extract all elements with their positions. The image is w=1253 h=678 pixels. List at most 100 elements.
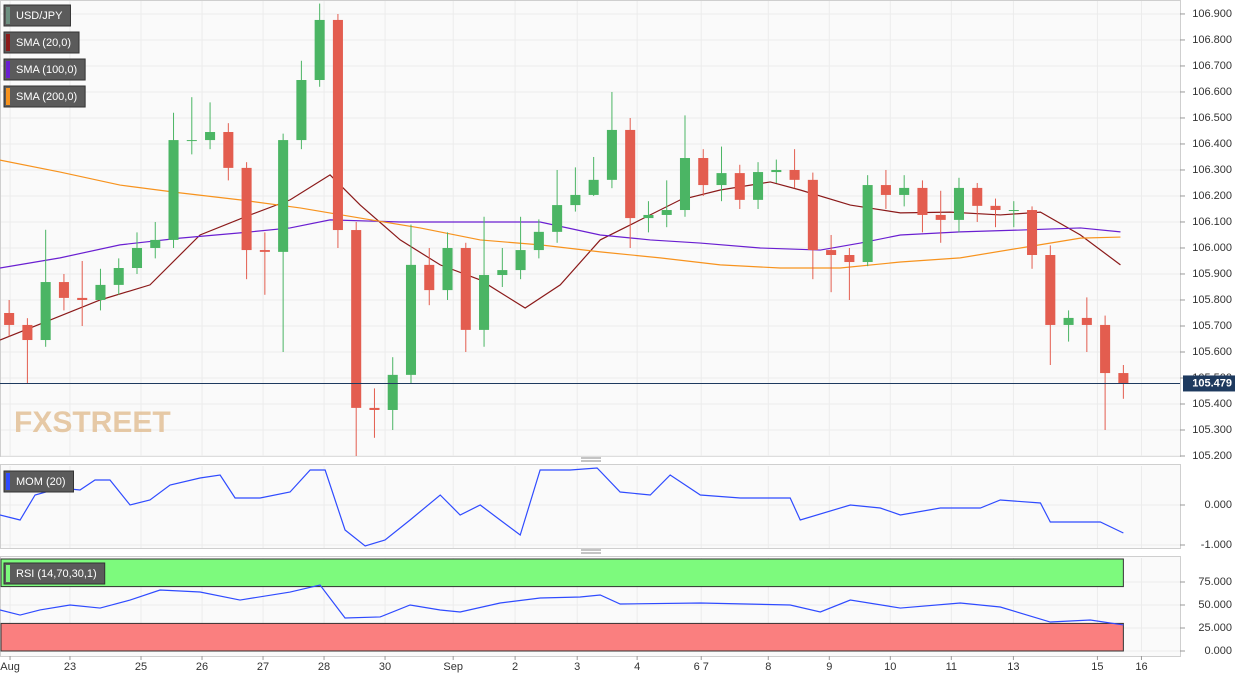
candle-body xyxy=(442,247,453,291)
y-tick-label: 75.000 xyxy=(1198,576,1232,588)
y-tick-label: 106.900 xyxy=(1192,8,1232,20)
y-tick-label: 105.800 xyxy=(1192,294,1232,306)
legend-item: SMA (100,0) xyxy=(3,58,86,81)
x-tick-label: 27 xyxy=(257,661,269,673)
candle-body xyxy=(844,255,855,263)
candle-body xyxy=(424,264,435,291)
candle-body xyxy=(661,210,672,215)
x-tick-label: 13 xyxy=(1007,661,1019,673)
candle-body xyxy=(168,140,179,240)
overbought-band xyxy=(0,558,1124,588)
x-tick-label: 9 xyxy=(826,661,832,673)
candle-body xyxy=(643,214,654,219)
x-tick-label: 10 xyxy=(884,661,896,673)
candle-body xyxy=(186,140,197,142)
y-tick-label: 106.500 xyxy=(1192,112,1232,124)
candle-body xyxy=(953,187,965,220)
candle-body xyxy=(789,169,800,180)
y-tick-label: 0.000 xyxy=(1204,645,1232,657)
candle-body xyxy=(1081,317,1092,325)
y-tick-label: 106.300 xyxy=(1192,164,1232,176)
candle-body xyxy=(899,187,910,195)
candle-body xyxy=(1118,373,1129,384)
candle-body xyxy=(935,214,946,220)
x-tick-label: 16 xyxy=(1135,661,1147,673)
candle-body xyxy=(205,132,216,141)
x-tick-label: 6 7 xyxy=(694,661,709,673)
y-tick-label: 105.200 xyxy=(1192,450,1232,462)
mom-panel xyxy=(0,464,1181,549)
candle-body xyxy=(4,312,15,325)
legend-label: MOM (20) xyxy=(16,476,66,488)
indicator-line xyxy=(0,467,1124,547)
candle-body xyxy=(862,185,873,263)
y-tick-label: 50.000 xyxy=(1198,599,1232,611)
y-tick-label: 105.600 xyxy=(1192,346,1232,358)
x-tick-label: 2 xyxy=(512,661,518,673)
panel-handle[interactable] xyxy=(581,457,601,462)
legend-item: SMA (20,0) xyxy=(3,31,80,54)
x-tick-label: 11 xyxy=(946,661,957,673)
legend-box xyxy=(3,4,71,27)
legend-swatch xyxy=(6,473,10,490)
candle-body xyxy=(1063,317,1074,325)
candle-body xyxy=(826,250,837,256)
legend-item: RSI (14,70,30,1) xyxy=(3,562,106,585)
panel-handle[interactable] xyxy=(581,549,601,554)
legend-label: SMA (200,0) xyxy=(16,91,77,103)
oversold-band xyxy=(0,622,1124,652)
legend-box xyxy=(3,31,80,54)
sma-line xyxy=(0,174,1121,341)
x-tick-label: Sep xyxy=(443,661,463,673)
price-panel xyxy=(0,0,1181,457)
candle-body xyxy=(771,169,782,173)
legend-label: SMA (20,0) xyxy=(16,37,71,49)
last-price-label: 105.479 xyxy=(1192,377,1232,389)
x-tick-label: 30 xyxy=(379,661,391,673)
candle-body xyxy=(278,140,289,252)
x-tick-label: 25 xyxy=(135,661,147,673)
candle-body xyxy=(150,239,161,248)
candle-body xyxy=(917,187,928,215)
legend-item: MOM (20) xyxy=(3,470,74,493)
candle-body xyxy=(533,231,544,251)
legend-box xyxy=(3,470,74,493)
y-tick-label: 106.700 xyxy=(1192,60,1232,72)
x-tick-label: 26 xyxy=(196,661,208,673)
x-tick-label: 28 xyxy=(318,661,330,673)
candle-body xyxy=(679,158,691,211)
sma-line xyxy=(0,159,1121,269)
y-tick-label: 105.700 xyxy=(1192,320,1232,332)
watermark: FXSTREET xyxy=(14,406,171,439)
y-tick-label: 105.900 xyxy=(1192,268,1232,280)
legend-item: USD/JPY xyxy=(3,4,71,27)
candle-body xyxy=(369,407,380,410)
candle-body xyxy=(58,282,69,298)
x-tick-label: 15 xyxy=(1091,661,1103,673)
candle-body xyxy=(332,19,343,231)
y-tick-label: 106.100 xyxy=(1192,216,1232,228)
legend-label: SMA (100,0) xyxy=(16,64,77,76)
candle-body xyxy=(131,247,143,269)
candle-body xyxy=(515,250,526,271)
x-tick-label: 23 xyxy=(64,661,76,673)
x-tick-label: 4 xyxy=(634,661,640,673)
candle-body xyxy=(807,179,818,251)
candle-body xyxy=(351,230,362,408)
candle-body xyxy=(479,275,490,330)
legend-label: USD/JPY xyxy=(16,10,63,22)
candle-body xyxy=(22,324,33,341)
candle-body xyxy=(1027,210,1038,256)
candle-body xyxy=(1045,255,1056,325)
y-tick-label: 106.000 xyxy=(1192,242,1232,254)
candle-body xyxy=(460,247,471,330)
y-tick-label: 106.600 xyxy=(1192,86,1232,98)
y-tick-label: 0.000 xyxy=(1204,499,1232,511)
candle-body xyxy=(606,129,617,180)
candle-body xyxy=(552,205,563,232)
legend-swatch xyxy=(6,61,10,78)
candle-body xyxy=(1008,210,1019,212)
candle-body xyxy=(259,250,270,252)
